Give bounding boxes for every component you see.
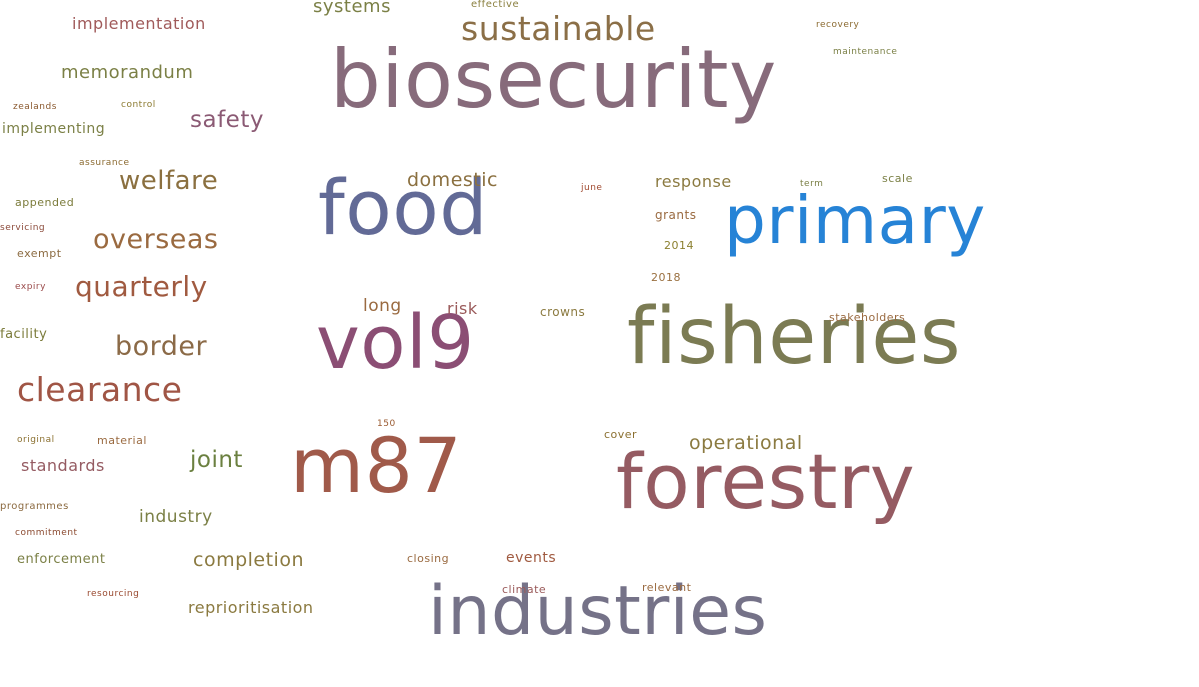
word-enforcement: enforcement <box>17 552 106 567</box>
word-m87: m87 <box>290 421 463 510</box>
word-effective: effective <box>471 0 520 10</box>
word-vol9: vol9 <box>316 300 475 386</box>
word-2014: 2014 <box>664 239 694 252</box>
word-resourcing: resourcing <box>87 589 140 599</box>
word-cover: cover <box>604 428 638 441</box>
word-long: long <box>363 296 402 316</box>
word-original: original <box>17 435 55 445</box>
word-term: term <box>800 179 824 189</box>
word-assurance: assurance <box>79 158 130 168</box>
word-closing: closing <box>407 552 450 565</box>
word-facility: facility <box>0 327 48 342</box>
word-appended: appended <box>15 196 75 209</box>
word-commitment: commitment <box>15 528 78 538</box>
word-zealands: zealands <box>13 102 57 112</box>
word-forestry: forestry <box>616 437 916 526</box>
word-2018: 2018 <box>651 271 681 284</box>
word-exempt: exempt <box>17 247 62 260</box>
word-biosecurity: biosecurity <box>330 33 777 126</box>
word-domestic: domestic <box>407 169 498 191</box>
word-systems: systems <box>313 0 391 17</box>
word-material: material <box>97 434 147 447</box>
word-border: border <box>115 331 208 362</box>
word-risk: risk <box>447 299 478 318</box>
word-stakeholders: stakeholders <box>829 311 906 324</box>
word-implementing: implementing <box>2 121 106 137</box>
word-primary: primary <box>724 182 986 259</box>
word-recovery: recovery <box>816 20 860 30</box>
word-joint: joint <box>190 447 243 473</box>
word-reprioritisation: reprioritisation <box>188 598 314 617</box>
word-crowns: crowns <box>540 305 586 319</box>
word-overseas: overseas <box>93 224 219 255</box>
word-programmes: programmes <box>0 501 69 512</box>
word-scale: scale <box>882 172 913 185</box>
word-food: food <box>318 163 488 252</box>
word-implementation: implementation <box>72 14 206 33</box>
word-quarterly: quarterly <box>75 270 208 303</box>
word-memorandum: memorandum <box>61 62 194 83</box>
word-completion: completion <box>193 549 305 571</box>
word-clearance: clearance <box>17 370 183 409</box>
word-june: june <box>581 183 603 193</box>
word-grants: grants <box>655 208 697 222</box>
word-climate: climate <box>502 583 547 596</box>
word-standards: standards <box>21 456 105 475</box>
word-industries: industries <box>428 572 768 651</box>
word-operational: operational <box>689 432 803 454</box>
word-response: response <box>655 172 732 191</box>
word-150: 150 <box>377 419 396 429</box>
word-expiry: expiry <box>15 282 46 292</box>
word-sustainable: sustainable <box>461 9 656 48</box>
word-servicing: servicing <box>0 223 46 233</box>
word-safety: safety <box>190 107 264 133</box>
word-fisheries: fisheries <box>627 292 962 382</box>
word-control: control <box>121 100 156 110</box>
word-events: events <box>506 550 557 566</box>
word-industry: industry <box>139 507 213 527</box>
word-welfare: welfare <box>119 166 219 196</box>
word-maintenance: maintenance <box>833 47 898 57</box>
word-relevant: relevant <box>642 581 692 594</box>
